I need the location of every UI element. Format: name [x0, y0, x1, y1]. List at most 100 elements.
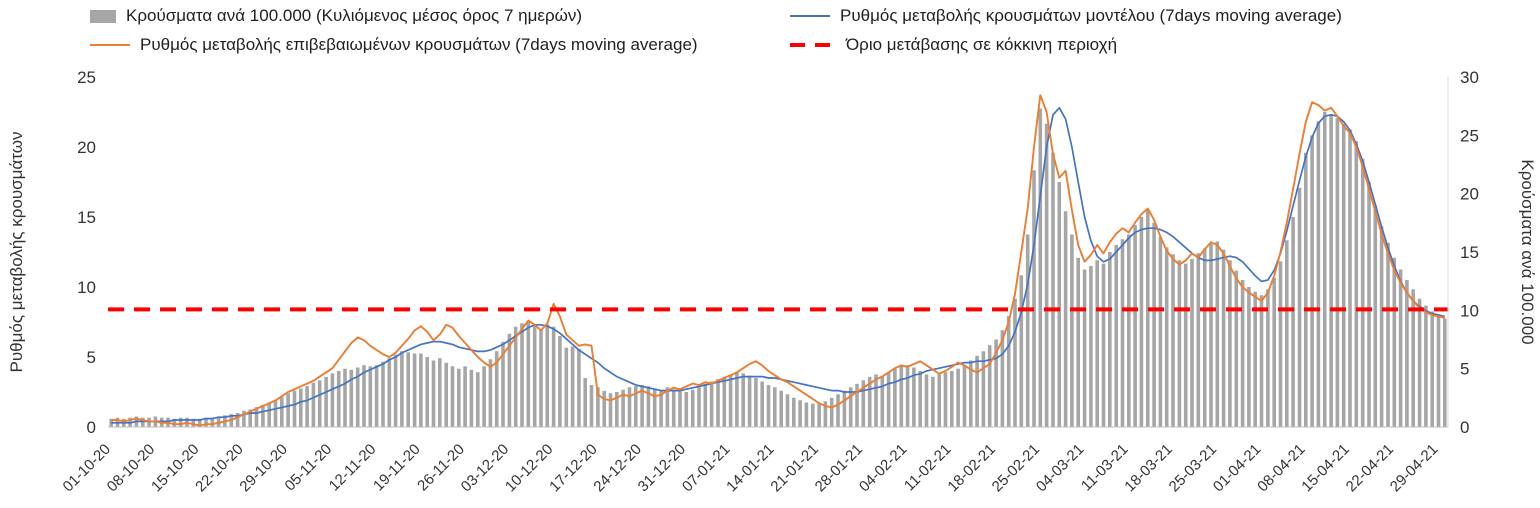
bar: [779, 390, 783, 427]
bar: [697, 387, 701, 427]
bar: [570, 346, 575, 427]
bar: [659, 389, 663, 427]
bar: [1057, 182, 1062, 427]
x-tick-label: 05-11-20: [282, 441, 336, 495]
bar: [1259, 295, 1264, 427]
x-tick-label: 03-12-20: [458, 441, 512, 495]
bar: [141, 417, 145, 427]
bar: [299, 388, 303, 427]
bar: [665, 387, 670, 427]
bar: [1076, 257, 1080, 427]
y-left-tick-label: 25: [77, 68, 96, 87]
bar: [1436, 316, 1441, 427]
bar: [343, 368, 347, 427]
bar: [1247, 287, 1251, 427]
bar: [551, 326, 556, 427]
bar: [912, 367, 916, 427]
bar: [861, 380, 866, 427]
y-left-tick-label: 20: [77, 138, 96, 157]
bar: [924, 374, 929, 427]
bar: [558, 336, 562, 427]
bar: [1120, 239, 1125, 427]
bar: [1228, 260, 1232, 427]
bar: [962, 365, 967, 427]
bar: [1417, 298, 1422, 427]
bar: [545, 324, 550, 427]
bar: [918, 371, 922, 427]
bar: [1221, 249, 1226, 427]
bar: [1095, 260, 1099, 427]
bar: [1082, 269, 1087, 427]
bar: [482, 366, 486, 427]
bar: [981, 351, 986, 427]
bar: [292, 390, 297, 427]
bar: [867, 376, 872, 427]
bar: [286, 393, 290, 427]
bar: [476, 372, 480, 427]
legend-item-model: Ρυθμός μεταβολής κρουσμάτων μοντέλου (7d…: [790, 6, 1342, 26]
bar: [741, 373, 745, 427]
bar: [431, 360, 436, 427]
model-line-swatch-icon: [790, 15, 830, 17]
bar: [855, 383, 859, 427]
bar: [1348, 129, 1352, 427]
bar: [792, 397, 796, 427]
bar: [608, 393, 613, 427]
bar: [1177, 260, 1182, 427]
left-axis-title: Ρυθμός μεταβολής κρουσμάτων: [7, 132, 26, 373]
bar: [513, 326, 518, 427]
bar: [1152, 222, 1156, 427]
bar: [1164, 247, 1169, 427]
legend-item-threshold: Όριο μετάβασης σε κόκκινη περιοχή: [790, 35, 1342, 55]
bar: [709, 381, 714, 427]
bar: [311, 382, 316, 427]
bar: [381, 361, 385, 427]
bar: [760, 381, 764, 427]
plot-area: 051015202505101520253001-10-2008-10-2015…: [60, 68, 1479, 495]
bar: [1183, 263, 1188, 427]
y-right-tick-label: 10: [1460, 301, 1479, 320]
legend-label-bars: Κρούσματα ανά 100.000 (Κυλιόμενος μέσος …: [126, 6, 583, 25]
bar: [798, 400, 802, 427]
bar: [387, 358, 392, 427]
right-axis-title: Κρούσματα ανά 100.000: [1518, 159, 1537, 344]
x-tick-label: 04-03-21: [1033, 441, 1087, 495]
bar: [494, 351, 499, 427]
bar: [532, 325, 537, 427]
bar: [1000, 330, 1005, 427]
bar: [469, 369, 474, 427]
x-tick-label: 19-11-20: [370, 441, 424, 495]
bar: [621, 389, 625, 427]
bar: [457, 368, 461, 427]
bar: [1127, 234, 1131, 427]
bar: [994, 339, 998, 427]
bar: [425, 357, 429, 427]
bar: [690, 389, 695, 427]
bar: [1424, 305, 1428, 427]
bar: [488, 359, 493, 427]
bar: [216, 416, 221, 427]
bar: [1240, 280, 1245, 427]
bar: [1044, 123, 1049, 427]
bar: [305, 386, 309, 427]
bar: [848, 387, 853, 427]
bar: [1209, 243, 1213, 427]
bar: [1202, 248, 1207, 427]
bar: [1367, 182, 1371, 427]
bar: [1025, 234, 1030, 427]
bar: [836, 394, 840, 427]
y-right-tick-label: 25: [1460, 126, 1479, 145]
x-tick-label: 01-04-21: [1210, 441, 1264, 495]
bar: [235, 413, 240, 427]
bar: [766, 385, 771, 427]
x-tick-label: 29-04-21: [1387, 441, 1441, 495]
y-left-tick-label: 15: [77, 208, 96, 227]
bar: [950, 371, 954, 427]
bar: [197, 418, 202, 427]
bar: [1304, 152, 1308, 428]
bar: [754, 378, 758, 427]
bar: [1329, 114, 1333, 428]
bar: [1070, 234, 1074, 427]
bar: [261, 404, 265, 427]
bar: [722, 376, 727, 427]
